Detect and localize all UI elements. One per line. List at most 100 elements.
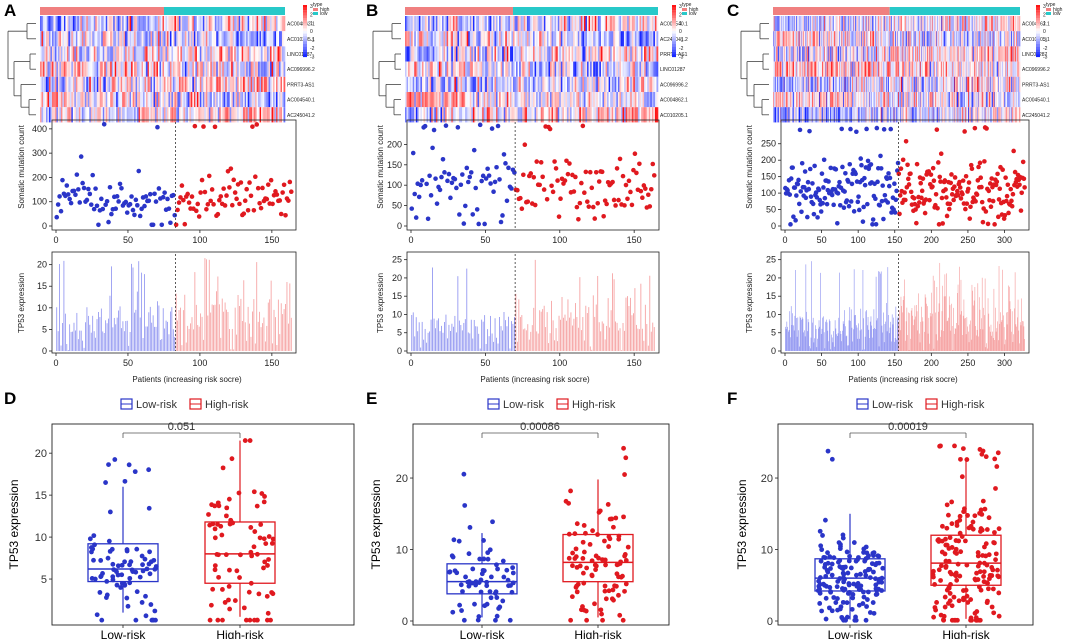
heatmap-cell: [921, 92, 923, 108]
heatmap-cell: [847, 76, 849, 92]
heatmap-cell: [192, 76, 195, 92]
heatmap-cell: [830, 92, 832, 108]
heatmap-cell: [648, 31, 651, 47]
scatter-point: [113, 206, 119, 212]
heatmap-cell: [457, 46, 460, 62]
heatmap-cell: [637, 16, 640, 32]
heatmap-cell: [929, 16, 931, 32]
heatmap-cell: [443, 61, 446, 77]
heatmap-cell: [815, 76, 817, 92]
heatmap-cell: [882, 61, 884, 77]
heatmap-cell: [867, 31, 869, 47]
heatmap-cell: [793, 61, 795, 77]
colorbar-tick: -1: [679, 38, 684, 44]
heatmap-cell: [986, 107, 988, 123]
heatmap-cell: [432, 76, 435, 92]
heatmap-cell: [168, 76, 171, 92]
heatmap-cell: [89, 92, 92, 108]
heatmap-cell: [997, 61, 999, 77]
scatter-point: [153, 199, 159, 204]
legend-high: high: [320, 7, 330, 13]
heatmap-cell: [998, 61, 1000, 77]
legend-swatch-high: [313, 8, 318, 11]
heatmap-cell: [59, 16, 62, 32]
scatter-point: [84, 197, 90, 203]
heatmap-cell: [628, 16, 631, 32]
heatmap-cell: [779, 46, 781, 62]
heatmap-cell: [56, 92, 59, 108]
heatmap-cell: [568, 61, 571, 77]
heatmap-cell: [849, 107, 851, 123]
heatmap-cell: [119, 31, 121, 47]
heatmap-cell: [852, 16, 854, 32]
heatmap-cell: [502, 16, 505, 32]
heatmap-cell: [158, 16, 160, 32]
scatter-point: [194, 208, 199, 214]
heatmap-cell: [792, 76, 794, 92]
heatmap-cell: [486, 92, 489, 108]
heatmap-cell: [454, 76, 457, 92]
heatmap-cell: [958, 76, 960, 92]
heatmap-cell: [543, 46, 546, 62]
heatmap-cell: [268, 76, 271, 92]
heatmap-cell: [1013, 76, 1015, 92]
heatmap-cell: [891, 16, 894, 32]
heatmap-cell: [50, 76, 53, 92]
heatmap-cell: [938, 31, 940, 47]
heatmap-cell: [41, 76, 44, 92]
heatmap-cell: [84, 16, 87, 32]
heatmap-cell: [899, 61, 901, 77]
heatmap-cell: [827, 31, 829, 47]
heatmap-cell: [216, 61, 219, 77]
heatmap-cell: [916, 76, 918, 92]
heatmap-cell: [901, 31, 903, 47]
heatmap-cell: [1007, 92, 1009, 108]
heatmap-cell: [108, 92, 111, 108]
heatmap-cell: [255, 46, 257, 62]
heatmap-cell: [808, 46, 810, 62]
heatmap-cell: [1011, 16, 1013, 32]
heatmap-cell: [860, 46, 862, 62]
heatmap-cell: [840, 92, 842, 108]
heatmap-cell: [983, 107, 985, 123]
heatmap-cell: [800, 61, 802, 77]
heatmap-cell: [783, 92, 785, 108]
heatmap-cell: [963, 61, 965, 77]
heatmap-cell: [948, 61, 950, 77]
heatmap-cell: [508, 76, 511, 92]
heatmap-cell: [839, 107, 841, 123]
heatmap-cell: [181, 76, 184, 92]
heatmap-cell: [653, 46, 656, 62]
heatmap-cell: [162, 92, 165, 108]
heatmap-cell: [543, 16, 546, 32]
heatmap-cell: [417, 31, 420, 47]
heatmap-cell: [614, 16, 617, 32]
heatmap-cell: [205, 76, 208, 92]
heatmap-cell: [938, 61, 940, 77]
colorbar-tick: -1: [1043, 38, 1048, 44]
heatmap-cell: [243, 76, 245, 92]
heatmap-cell: [870, 107, 872, 123]
heatmap-cell: [917, 107, 919, 123]
heatmap-cell: [808, 16, 810, 32]
heatmap-cell: [405, 107, 407, 123]
heatmap-cell: [577, 16, 580, 32]
heatmap-cell: [220, 31, 223, 47]
heatmap-cell: [536, 46, 538, 62]
heatmap-cell: [211, 76, 214, 92]
heatmap-cell: [882, 61, 884, 77]
heatmap-cell: [114, 31, 117, 47]
heatmap-cell: [803, 16, 805, 32]
scatter-point: [247, 180, 252, 185]
heatmap-cell: [883, 61, 885, 77]
heatmap-cell: [506, 16, 509, 32]
heatmap-cell: [509, 46, 512, 62]
heatmap-cell: [929, 107, 931, 123]
heatmap-cell: [264, 31, 266, 47]
heatmap-cell: [1001, 16, 1003, 32]
heatmap-cell: [875, 16, 877, 32]
heatmap-cell: [520, 31, 523, 47]
scatter-point: [74, 172, 80, 177]
heatmap-cell: [802, 31, 804, 47]
heatmap-cell: [253, 61, 256, 77]
